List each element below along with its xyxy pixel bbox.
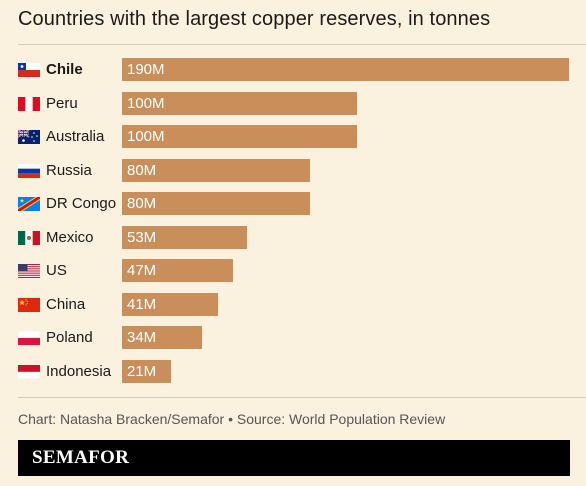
china-flag-icon <box>18 297 40 312</box>
bar <box>122 225 247 249</box>
bar-value-label: 34M <box>127 329 157 346</box>
russia-flag-icon <box>18 163 40 178</box>
bar-row-dr-congo: DR Congo 80M <box>0 191 586 215</box>
chile-flag-icon <box>18 63 40 77</box>
poland-flag-icon <box>18 331 40 345</box>
mexico-flag-icon <box>18 230 40 245</box>
bar <box>122 292 218 316</box>
bar <box>122 192 310 215</box>
dr-congo-flag-icon <box>18 197 40 211</box>
brand-logo: SEMAFOR <box>32 447 130 468</box>
bar-chart: Chile 190M Peru 100M Australia 100M Russia 80M D… <box>0 52 586 392</box>
bar-row-chile: Chile 190M <box>0 57 586 81</box>
bar-value-label: 100M <box>127 94 165 112</box>
bar-value-label: 80M <box>127 161 157 179</box>
peru-flag-icon <box>18 96 40 111</box>
bar-value-label: 100M <box>127 128 165 145</box>
bar <box>122 359 171 383</box>
bar-row-us: US 47M <box>0 258 586 282</box>
bar <box>122 259 233 282</box>
bar-value-label: 21M <box>127 362 157 380</box>
bar-value-label: 80M <box>127 195 157 212</box>
bar-row-china: China 41M <box>0 292 586 316</box>
chart-title: Countries with the largest copper reserv… <box>18 8 491 30</box>
us-flag-icon <box>18 264 40 278</box>
category-label: Chile <box>46 61 83 78</box>
bar <box>122 58 569 81</box>
bar-value-label: 41M <box>127 295 157 313</box>
bar <box>122 158 310 182</box>
bottom-divider <box>18 397 586 398</box>
category-label: Australia <box>46 128 105 145</box>
category-label: Russia <box>46 161 92 179</box>
bar <box>122 91 357 115</box>
bar <box>122 326 202 349</box>
bar-row-indonesia: Indonesia 21M <box>0 359 586 383</box>
bar-value-label: 190M <box>127 61 165 78</box>
bar <box>122 125 357 148</box>
bar-value-label: 53M <box>127 228 157 246</box>
bar-value-label: 47M <box>127 262 157 279</box>
indonesia-flag-icon <box>18 364 40 379</box>
category-label: China <box>46 295 86 313</box>
brand-bar: SEMAFOR <box>18 440 570 476</box>
category-label: Mexico <box>46 228 94 246</box>
category-label: DR Congo <box>46 195 117 212</box>
bar-row-peru: Peru 100M <box>0 91 586 115</box>
bar-row-australia: Australia 100M <box>0 124 586 148</box>
category-label: US <box>46 262 67 279</box>
bar-row-russia: Russia 80M <box>0 158 586 182</box>
category-label: Peru <box>46 94 78 112</box>
australia-flag-icon <box>18 130 40 144</box>
category-label: Poland <box>46 329 93 346</box>
top-divider <box>18 44 586 45</box>
bar-row-poland: Poland 34M <box>0 325 586 349</box>
bar-row-mexico: Mexico 53M <box>0 225 586 249</box>
chart-credit: Chart: Natasha Bracken/Semafor • Source:… <box>18 411 446 427</box>
category-label: Indonesia <box>46 362 112 380</box>
